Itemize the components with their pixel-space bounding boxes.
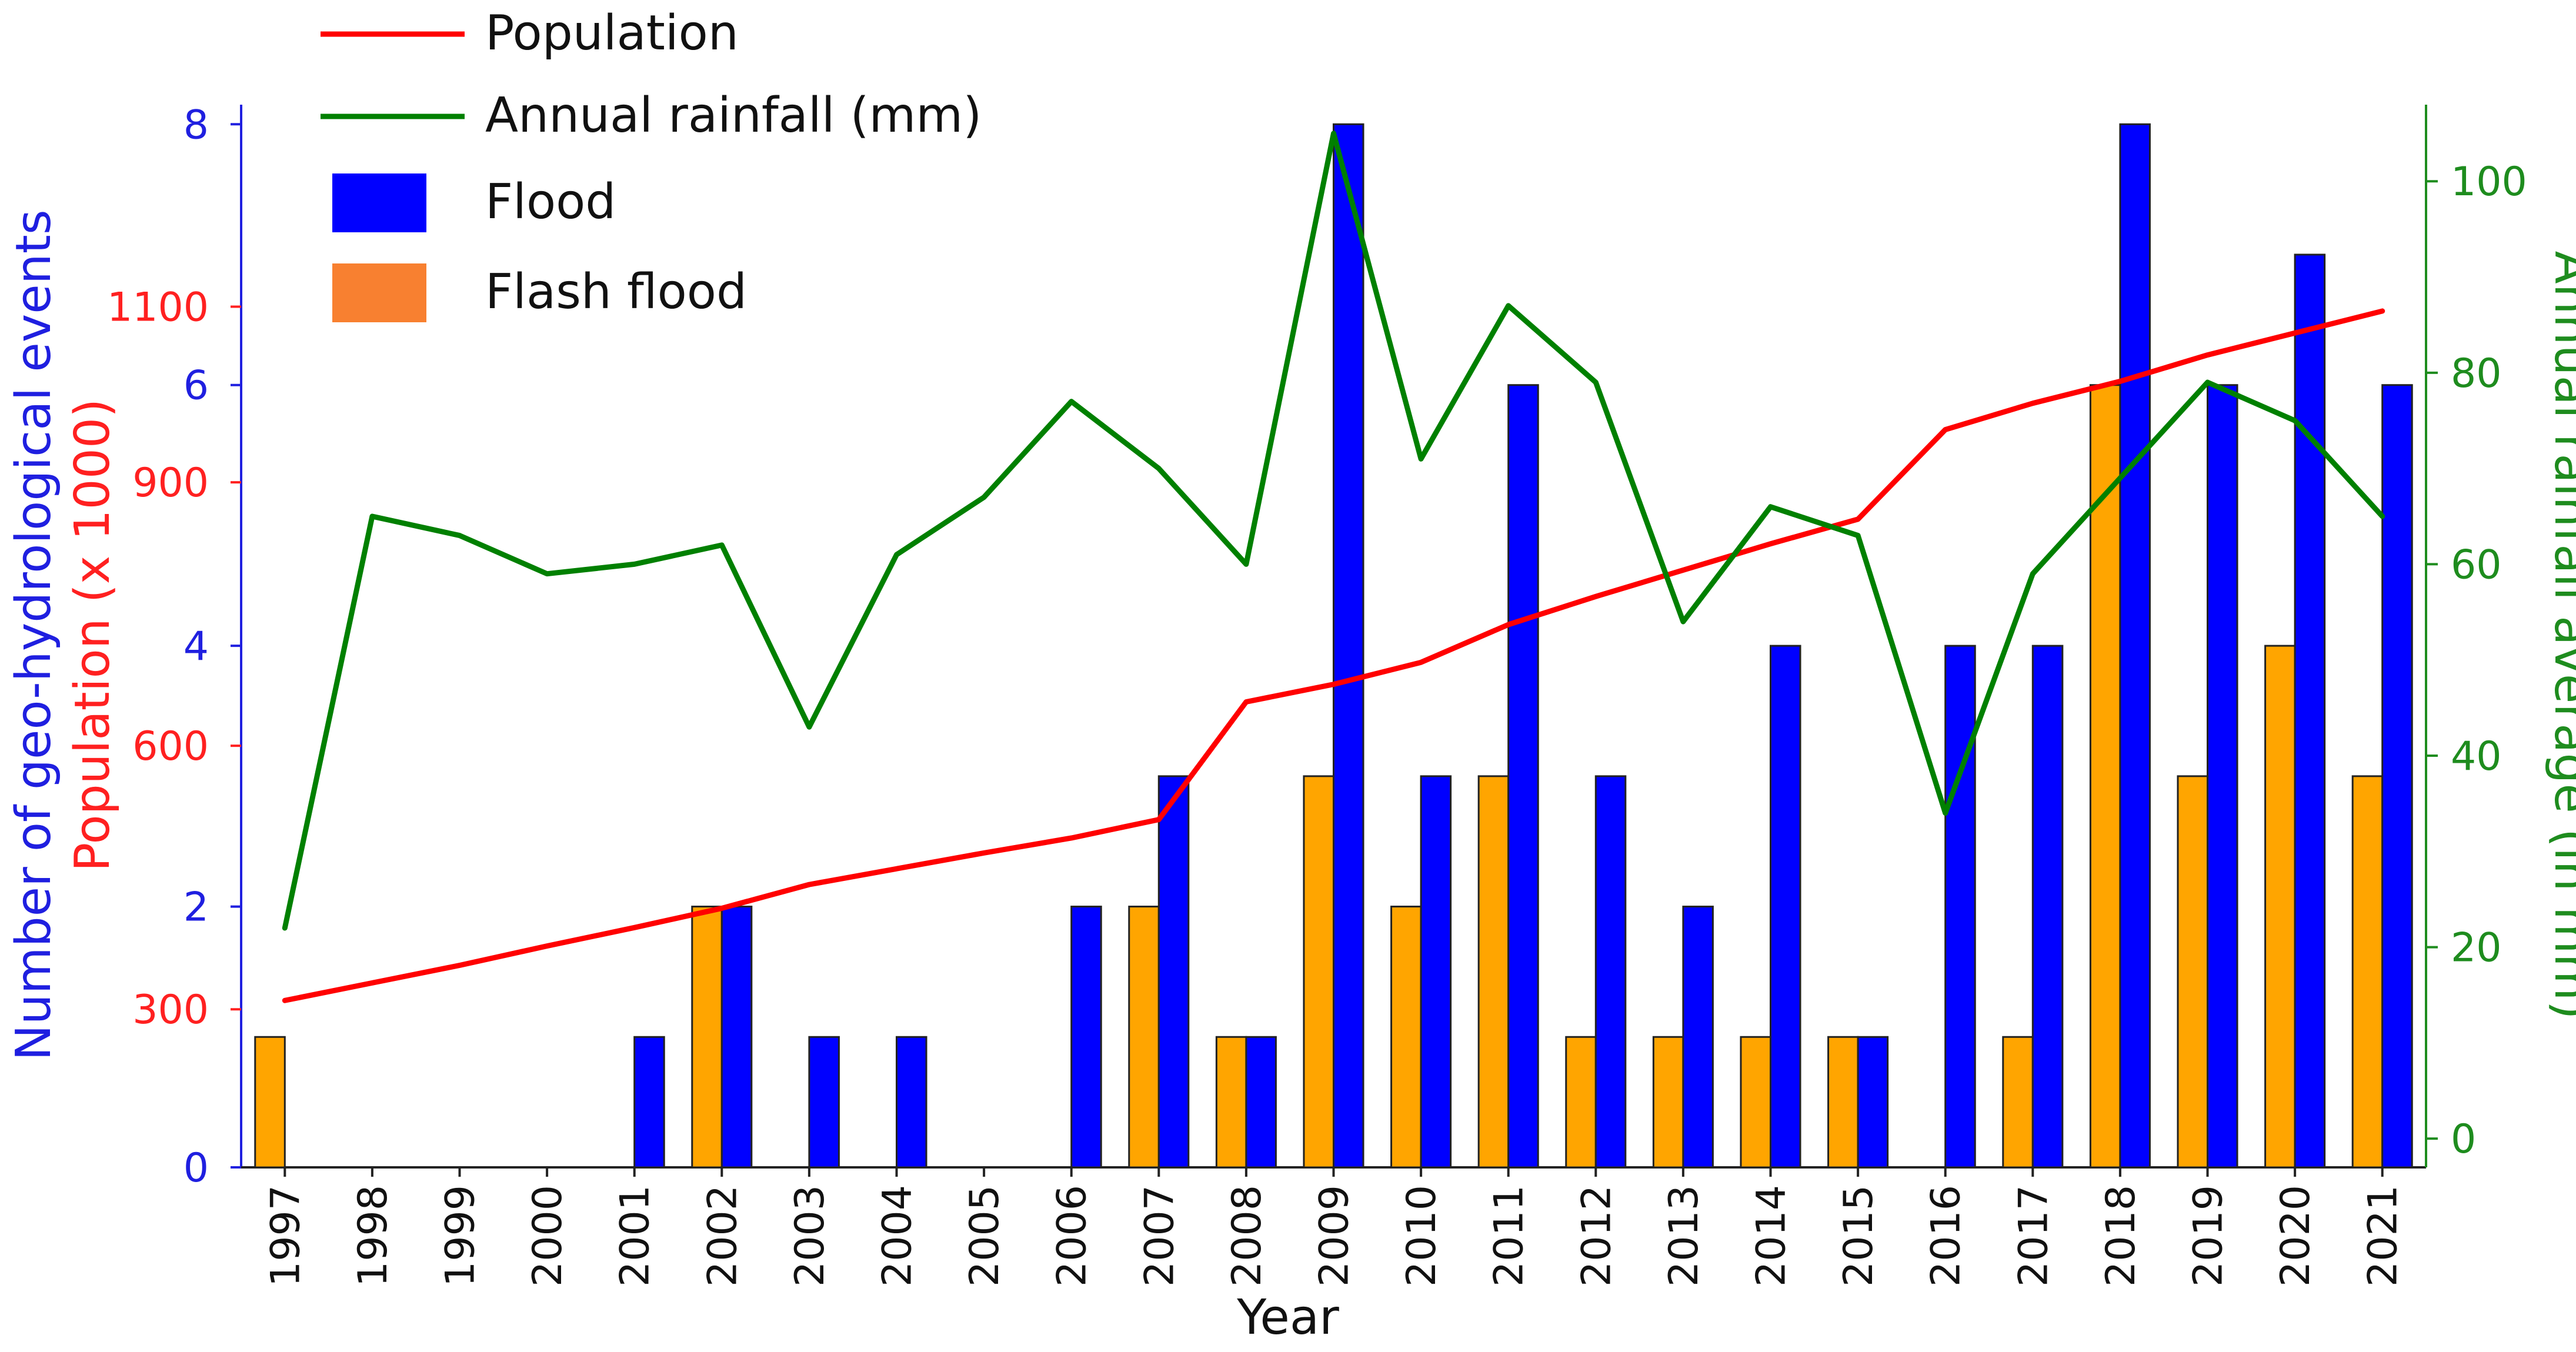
rainfall-tick-label: 80 [2451, 350, 2502, 397]
legend-label: Flash flood [485, 264, 747, 320]
x-tick-label: 2006 [1049, 1185, 1096, 1287]
legend-label: Flood [485, 174, 616, 230]
legend: Population Annual rainfall (mm) Flood Flash… [321, 5, 982, 322]
population-tick-label: 1100 [107, 284, 209, 331]
legend-swatch-box [332, 173, 426, 232]
flash-flood-bar [1390, 906, 1422, 1169]
flash-flood-bar [2002, 1036, 2034, 1169]
x-tick-label: 2012 [1573, 1185, 1620, 1287]
rainfall-tick-label: 40 [2451, 733, 2502, 780]
flash-flood-bar [1128, 906, 1160, 1169]
flood-bar [1682, 906, 1714, 1169]
flash-flood-bar [254, 1036, 286, 1169]
x-tick-label: 2013 [1661, 1185, 1707, 1287]
x-tick-label: 2021 [2360, 1185, 2407, 1287]
rainfall-line [282, 131, 2385, 931]
flash-flood-bar [1477, 775, 1510, 1169]
population-tick-label: 300 [132, 987, 209, 1033]
x-tick-label: 2020 [2273, 1185, 2319, 1287]
x-tick-label: 2015 [1836, 1185, 1882, 1287]
rainfall-tick-label: 60 [2451, 542, 2502, 588]
x-tick-label: 2008 [1224, 1185, 1270, 1287]
flood-bar [808, 1036, 840, 1169]
flood-bar [1157, 775, 1190, 1169]
lines-layer [282, 131, 2385, 1003]
population-tick-label: 600 [132, 723, 209, 770]
flash-flood-bar [2264, 645, 2296, 1169]
events-tick-label: 4 [183, 623, 209, 670]
x-tick-label: 2000 [525, 1185, 571, 1287]
flash-flood-bar [1215, 1036, 1247, 1169]
y3-axis-title: Annual rainfall average (in mm) [2544, 251, 2576, 1020]
x-tick-label: 2001 [612, 1185, 659, 1287]
flash-flood-bar [691, 906, 723, 1169]
events-tick-label: 8 [183, 102, 209, 148]
flash-flood-bar [2351, 775, 2384, 1169]
flash-flood-bar [2177, 775, 2209, 1169]
y2-axis-title: Population (x 1000) [65, 399, 121, 872]
x-tick-label: 2014 [1749, 1185, 1795, 1287]
x-tick-label: 2004 [875, 1185, 921, 1287]
flood-bar [1333, 123, 1364, 1169]
events-tick-label: 2 [183, 884, 209, 931]
flood-bar [1507, 384, 1539, 1169]
x-tick-label: 2002 [699, 1185, 746, 1287]
x-tick-label: 1999 [438, 1185, 484, 1287]
flood-bar [1594, 775, 1627, 1169]
flood-bar [2119, 123, 2151, 1169]
flash-flood-bar [1565, 1036, 1597, 1169]
legend-swatch-box [332, 263, 426, 322]
bars-layer [254, 123, 2413, 1169]
flash-flood-bar [1303, 775, 1335, 1169]
x-tick-label: 2009 [1312, 1185, 1358, 1287]
x-axis-title: Year [1236, 1290, 1339, 1346]
rainfall-tick-label: 0 [2451, 1116, 2476, 1163]
x-tick-label: 2017 [2010, 1185, 2057, 1287]
population-tick-label: 900 [132, 460, 209, 506]
flash-flood-bar [1740, 1036, 1772, 1169]
flash-flood-bar [1652, 1036, 1684, 1169]
rainfall-tick-label: 20 [2451, 925, 2502, 972]
events-tick-label: 6 [183, 363, 209, 409]
flood-bar [1420, 775, 1452, 1169]
flood-bar [633, 1036, 665, 1169]
flash-flood-bar [2089, 384, 2121, 1169]
y1-axis-title: Number of geo-hydrological events [6, 209, 62, 1060]
flood-bar [1770, 645, 1801, 1169]
legend-label: Annual rainfall (mm) [485, 88, 982, 143]
events-tick-label: 0 [183, 1145, 209, 1191]
rainfall-tick-label: 100 [2451, 159, 2527, 205]
flood-bar [1857, 1036, 1889, 1169]
flood-bar [2031, 645, 2064, 1169]
x-tick-label: 2003 [787, 1185, 833, 1287]
flood-bar [2294, 253, 2326, 1169]
axes-layer: 0 2 4 6 8 300 600 900 1100 0 20 40 60 80 100 1997 1998 19… [6, 102, 2576, 1346]
flash-flood-bar [1827, 1036, 1859, 1169]
flood-bar [2207, 384, 2238, 1169]
x-tick-label: 1998 [350, 1185, 396, 1287]
x-tick-label: 1997 [262, 1185, 309, 1287]
flood-bar [1944, 645, 1976, 1169]
x-tick-label: 2019 [2185, 1185, 2232, 1287]
x-tick-label: 2018 [2098, 1185, 2144, 1287]
flood-bar [2381, 384, 2413, 1169]
x-tick-label: 2005 [962, 1185, 1008, 1287]
flood-bar [1070, 906, 1102, 1169]
flood-bar [720, 906, 753, 1169]
x-tick-label: 2016 [1923, 1185, 1970, 1287]
x-tick-label: 2007 [1136, 1185, 1183, 1287]
x-tick-label: 2010 [1399, 1185, 1445, 1287]
legend-label: Population [485, 5, 739, 61]
population-line [282, 308, 2385, 1003]
flood-bar [896, 1036, 927, 1169]
flood-bar [1245, 1036, 1277, 1169]
x-tick-label: 2011 [1486, 1185, 1533, 1287]
